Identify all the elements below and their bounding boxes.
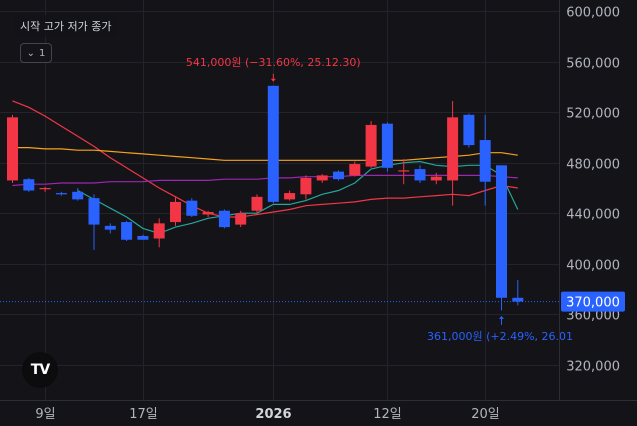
logo-mark: TV — [30, 362, 50, 378]
candle-body — [316, 175, 328, 181]
candle-body — [463, 114, 475, 146]
candle-body — [430, 176, 442, 181]
candle-body — [398, 170, 410, 172]
price-axis[interactable]: 600,000 560,000 520,000 480,000 440,000 400,0… — [566, 6, 620, 375]
candle-body — [414, 169, 426, 181]
last-price-value: 370,000 — [566, 296, 620, 311]
time-tick-label: 2026 — [255, 407, 291, 422]
candle-body — [512, 297, 524, 302]
last-price-badge — [561, 291, 625, 312]
time-tick-label: 20일 — [471, 407, 500, 422]
collapse-indicators-button[interactable]: ⌄ 1 — [20, 43, 52, 63]
time-tick-label: 9일 — [35, 407, 55, 422]
legend-ohlc-label: 시작 고가 저가 종가 — [20, 20, 112, 33]
legend-bar: 시작 고가 저가 종가 — [14, 15, 118, 37]
candle-body — [23, 179, 35, 191]
candle-body — [235, 213, 247, 225]
indicator-count: 1 — [39, 47, 46, 59]
candle-body — [365, 124, 377, 167]
ma-line-ma120 — [12, 174, 518, 187]
candle-body — [121, 222, 133, 240]
candle-body — [137, 235, 149, 240]
candle-body — [72, 191, 84, 200]
candle-body — [267, 85, 279, 202]
price-tick-label: 600,000 — [566, 6, 620, 21]
price-tick-label: 320,000 — [566, 360, 620, 375]
candle-body — [88, 198, 100, 225]
candle-body — [55, 193, 67, 195]
chevron-down-icon: ⌄ — [26, 47, 35, 59]
price-tick-label: 520,000 — [566, 107, 620, 122]
time-tick-label: 17일 — [129, 407, 158, 422]
price-tick-label: 480,000 — [566, 158, 620, 173]
price-tick-label: 360,000 — [566, 309, 620, 324]
time-axis[interactable]: 9일 17일 2026 12일 20일 — [35, 407, 499, 422]
candlesticks — [7, 85, 524, 311]
candle-body — [251, 196, 263, 211]
price-annotations: 541,000원 (−31.60%, 25.12.30) 361,000원 (+2… — [186, 56, 573, 343]
candle-body — [333, 171, 344, 180]
candle-body — [39, 188, 51, 190]
candle-body — [186, 200, 198, 216]
candle-body — [496, 165, 507, 298]
low-price-annotation: 361,000원 (+2.49%, 26.01 — [427, 330, 573, 343]
candle-body — [447, 117, 459, 181]
candle-body — [202, 211, 214, 215]
candle-body — [300, 177, 312, 195]
candle-body — [170, 201, 181, 223]
candle-body — [349, 164, 361, 176]
ma-line-ma20 — [12, 100, 518, 218]
price-tick-label: 440,000 — [566, 208, 620, 223]
high-price-annotation: 541,000원 (−31.60%, 25.12.30) — [186, 56, 361, 69]
ma-line-ma60 — [12, 147, 518, 161]
candle-body — [153, 223, 165, 239]
candle-body — [381, 123, 393, 168]
candle-body — [284, 193, 296, 200]
ma-line-ma5 — [77, 160, 519, 235]
last-price-label: 370,000 — [0, 291, 625, 312]
candle-body — [479, 140, 491, 182]
candle-body — [104, 225, 116, 230]
time-tick-label: 12일 — [373, 407, 402, 422]
moving-averages — [12, 100, 519, 235]
price-tick-label: 400,000 — [566, 259, 620, 274]
tradingview-logo[interactable]: TV — [22, 352, 58, 388]
candle-body — [7, 117, 18, 181]
low-arrow-marker — [499, 315, 504, 319]
high-arrow-marker — [270, 78, 276, 82]
candle-body — [218, 210, 230, 228]
price-tick-label: 560,000 — [566, 57, 620, 72]
